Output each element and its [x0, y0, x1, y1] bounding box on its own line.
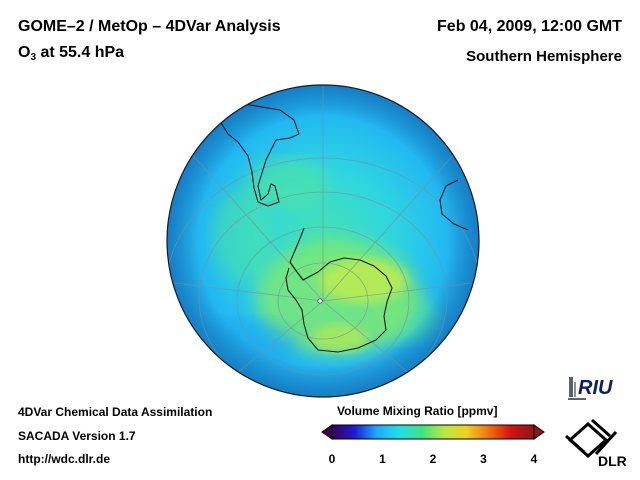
dlr-logo: DLR: [565, 418, 627, 469]
globe-outline: [166, 84, 480, 398]
colorbar-gradient: [331, 424, 535, 440]
coastlines: [217, 103, 469, 353]
map-title: GOME–2 / MetOp – 4DVar Analysis: [18, 18, 281, 35]
footer-url[interactable]: http://wdc.dlr.de: [18, 452, 110, 466]
species-subscript: 3: [30, 52, 37, 63]
footer-system-name: 4DVar Chemical Data Assimilation: [18, 405, 213, 419]
colorbar-arrow-left: [321, 424, 333, 440]
riu-logo-pillar: [574, 382, 576, 397]
colorbar: [321, 424, 545, 440]
riu-logo: RIU: [568, 377, 613, 400]
ozone-globe-map: [166, 84, 480, 398]
dlr-logo-mark: [565, 418, 618, 459]
south-america-coast: [217, 103, 300, 207]
analysis-datetime: Feb 04, 2009, 12:00 GMT: [437, 18, 622, 35]
footer-version: SACADA Version 1.7: [18, 429, 136, 443]
colorbar-title: Volume Mixing Ratio [ppmv]: [337, 404, 498, 418]
hemisphere-label: Southern Hemisphere: [466, 48, 622, 65]
south-pole-marker: [317, 298, 323, 304]
riu-logo-base: [568, 398, 586, 400]
riu-logo-pillar: [569, 377, 573, 397]
colorbar-tick-label: 4: [530, 452, 538, 466]
colorbar-tick-label: 0: [328, 452, 336, 466]
pressure-level: at 55.4 hPa: [36, 44, 125, 61]
africa-coast: [439, 179, 469, 231]
antarctica-coast: [285, 227, 393, 353]
colorbar-tick-label: 2: [429, 452, 437, 466]
species-level-label: O3 at 55.4 hPa: [18, 44, 124, 63]
riu-logo-text: RIU: [578, 377, 613, 399]
colorbar-tick-label: 1: [379, 452, 386, 466]
dlr-logo-text: DLR: [598, 453, 627, 469]
colorbar-tick-label: 3: [480, 452, 487, 466]
colorbar-arrow-right: [533, 424, 545, 440]
species-name: O: [18, 44, 31, 61]
